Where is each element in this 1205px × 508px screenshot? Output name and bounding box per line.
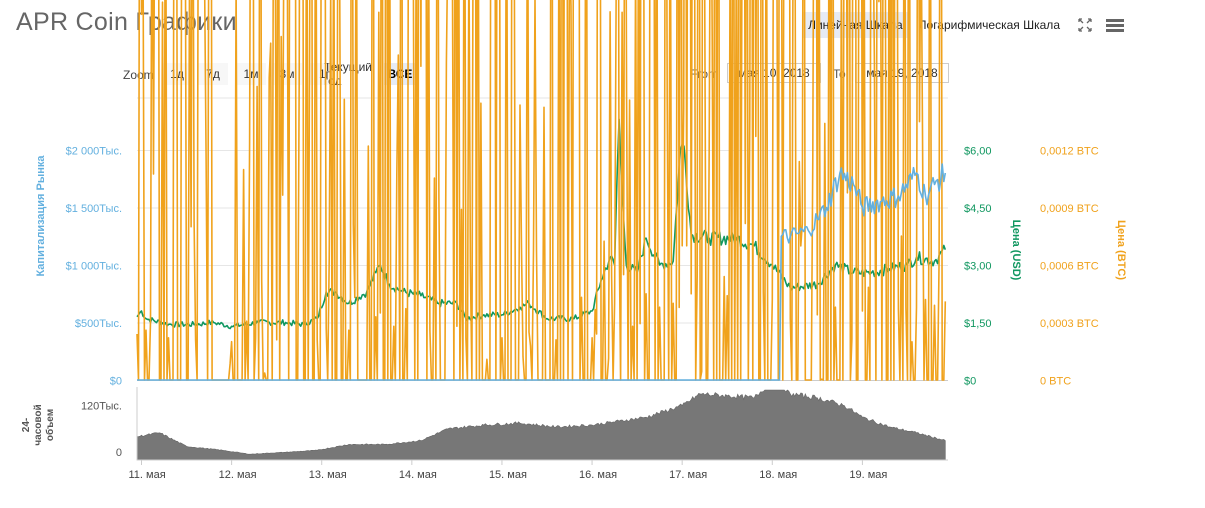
usd-price-line	[136, 118, 947, 330]
volume-axis-title-line: объем	[44, 409, 56, 441]
market-cap-tick-label: $500Тыс.	[75, 318, 122, 330]
linear-scale-button[interactable]: Линейная Шкала	[803, 12, 908, 38]
log-scale-button[interactable]: Логарифмическая Шкала	[918, 18, 1060, 32]
zoom-label: Zoom	[123, 68, 154, 82]
market-cap-axis-title: Капитализация Рынка	[35, 155, 47, 277]
x-tick-label: 11. мая	[129, 469, 166, 481]
usd-axis-title: Цена (USD)	[1010, 220, 1022, 281]
usd-tick-label: $1,50	[964, 318, 992, 330]
x-tick-label: 13. мая	[309, 469, 347, 481]
x-tick-label: 16. мая	[579, 469, 617, 481]
range-from-label: From	[690, 67, 718, 81]
volume-axis-title-line: 24-	[21, 418, 32, 432]
x-tick-label: 18. мая	[759, 469, 797, 481]
btc-tick-label: 0,0006 BTC	[1040, 261, 1099, 273]
market-cap-tick-label: $2 000Тыс.	[66, 146, 122, 158]
expand-arrows-icon-glyph	[1078, 18, 1092, 32]
axis-labels: $0 $0 0 BTC $500Тыс. $1,50 0,0003 BTC $1 000Ты…	[66, 146, 1099, 482]
hamburger-icon[interactable]	[1105, 15, 1125, 35]
scale-toggle: Линейная Шкала Логарифмическая Шкала	[797, 12, 1125, 38]
market-cap-tick-label: $1 000Тыс.	[66, 261, 122, 273]
zoom-3m-button[interactable]: 3м	[272, 63, 302, 85]
btc-tick-label: 0 BTC	[1040, 376, 1071, 388]
btc-axis-title: Цена (BTC)	[1115, 220, 1127, 280]
zoom-1d-button[interactable]: 1д	[162, 63, 192, 85]
btc-tick-label: 0,0012 BTC	[1040, 146, 1099, 158]
market-cap-tick-label: $0	[110, 376, 122, 388]
price-series	[136, 0, 947, 381]
volume-series	[136, 389, 946, 461]
market-cap-tick-label: $1 500Тыс.	[66, 203, 122, 215]
x-tick-label: 12. мая	[219, 469, 257, 481]
range-from-input[interactable]: мая 10, 2018	[727, 63, 821, 83]
zoom-ytd-button[interactable]: Текущий год	[324, 63, 372, 85]
volume-tick-label: 0	[116, 447, 122, 459]
volume-tick-label: 120Тыс.	[81, 400, 122, 412]
x-tick-label: 19. мая	[849, 469, 887, 481]
zoom-1m-button[interactable]: 1м	[236, 63, 266, 85]
volume-axis-title-line: часовой	[33, 404, 44, 445]
volume-area	[136, 389, 946, 461]
hamburger-icon-glyph	[1106, 19, 1124, 32]
usd-tick-label: $0	[964, 376, 976, 388]
grid-lines	[137, 150, 948, 381]
x-tick-label: 15. мая	[489, 469, 527, 481]
usd-tick-label: $6,00	[964, 146, 992, 158]
expand-arrows-icon[interactable]	[1075, 15, 1095, 35]
market-cap-line	[137, 163, 947, 381]
range-to-input[interactable]: мая 19, 2018	[855, 63, 949, 83]
btc-tick-label: 0,0003 BTC	[1040, 318, 1099, 330]
volume-axis-title: 24-часовойобъем	[21, 404, 56, 445]
range-to-label: To	[833, 67, 846, 81]
usd-tick-label: $3,00	[964, 261, 992, 273]
x-tick-label: 14. мая	[399, 469, 437, 481]
zoom-7d-button[interactable]: 7д	[198, 63, 228, 85]
x-tick-label: 17. мая	[669, 469, 707, 481]
btc-tick-label: 0,0009 BTC	[1040, 203, 1099, 215]
page-title: APR Coin Графики	[16, 8, 237, 36]
btc-price-line	[136, 0, 947, 381]
usd-tick-label: $4,50	[964, 203, 992, 215]
zoom-all-button[interactable]: ВСЕ	[384, 63, 416, 85]
